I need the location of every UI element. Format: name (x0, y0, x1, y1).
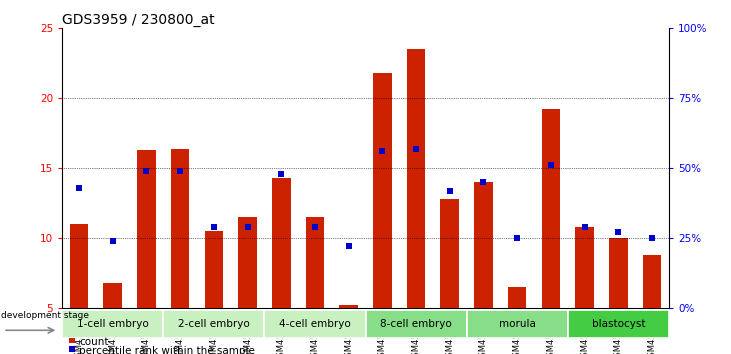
Point (73, 185, 85, 190)
Bar (137, 150, 156, 308)
Bar (306, 217, 325, 308)
Text: GDS3959 / 230800_at: GDS3959 / 230800_at (62, 13, 215, 27)
Text: 4-cell embryo: 4-cell embryo (279, 319, 351, 329)
Bar (373, 73, 392, 308)
Bar (508, 287, 526, 308)
Bar (373, 73, 392, 308)
Bar (366, 309, 466, 338)
Text: development stage: development stage (1, 312, 89, 320)
Bar (542, 109, 560, 308)
Bar (205, 231, 223, 308)
Bar (272, 178, 290, 308)
Text: blastocyst: blastocyst (591, 319, 645, 329)
Point (376, 149, 388, 154)
Point (343, 244, 355, 249)
Bar (643, 255, 662, 308)
Point (444, 188, 455, 193)
Text: 2-cell embryo: 2-cell embryo (178, 319, 250, 329)
Point (309, 224, 321, 230)
Point (242, 224, 254, 230)
Text: percentile rank within the sample: percentile rank within the sample (79, 346, 255, 354)
Bar (306, 217, 325, 308)
Bar (474, 182, 493, 308)
Point (613, 230, 624, 235)
Bar (205, 231, 223, 308)
Point (107, 238, 118, 244)
Point (208, 224, 219, 230)
Point (477, 179, 489, 185)
Bar (508, 287, 526, 308)
Bar (103, 283, 122, 308)
Bar (171, 149, 189, 308)
Bar (163, 309, 265, 338)
Bar (609, 238, 628, 308)
Text: 8-cell embryo: 8-cell embryo (380, 319, 452, 329)
Bar (441, 199, 459, 308)
Text: 1-cell embryo: 1-cell embryo (77, 319, 148, 329)
Bar (339, 305, 358, 308)
Point (276, 171, 287, 177)
Bar (171, 149, 189, 308)
Point (511, 235, 523, 241)
Point (579, 224, 591, 230)
Text: count: count (79, 337, 108, 347)
Point (410, 146, 422, 152)
Bar (609, 238, 628, 308)
Bar (542, 109, 560, 308)
Point (140, 168, 152, 174)
Bar (62, 309, 163, 338)
Point (646, 235, 658, 241)
Bar (643, 255, 662, 308)
Bar (265, 309, 366, 338)
Point (174, 168, 186, 174)
Bar (568, 309, 669, 338)
Bar (69, 224, 88, 308)
Bar (238, 217, 257, 308)
Bar (406, 49, 425, 308)
Bar (69, 224, 88, 308)
Bar (339, 305, 358, 308)
Bar (272, 178, 290, 308)
Bar (466, 309, 568, 338)
Bar (575, 227, 594, 308)
Bar (474, 182, 493, 308)
Bar (238, 217, 257, 308)
Bar (137, 150, 156, 308)
Bar (103, 283, 122, 308)
Bar (441, 199, 459, 308)
Bar (575, 227, 594, 308)
Text: morula: morula (499, 319, 536, 329)
Point (545, 162, 557, 168)
Bar (406, 49, 425, 308)
